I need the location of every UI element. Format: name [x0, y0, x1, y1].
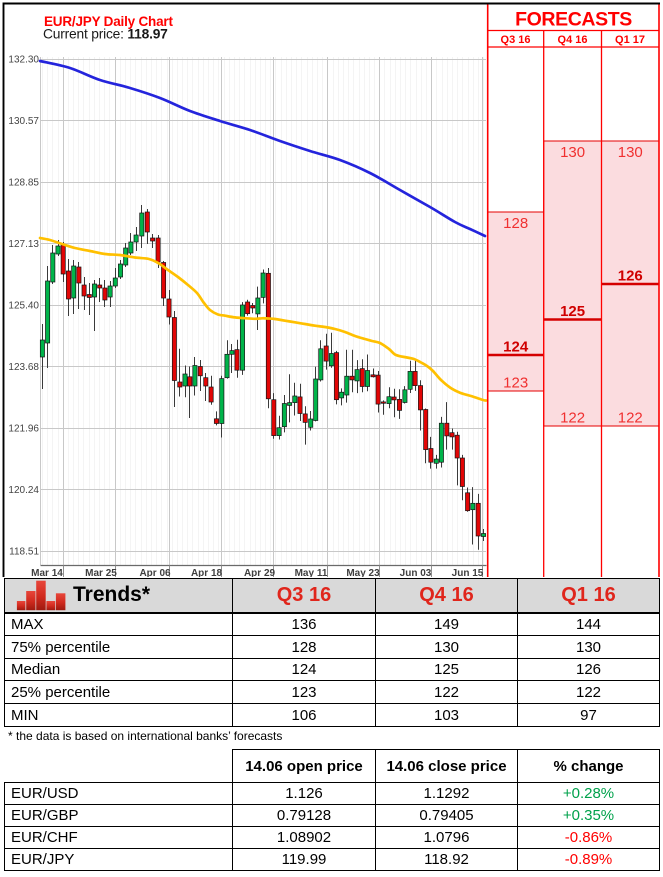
- svg-text:Jun 15: Jun 15: [452, 568, 484, 577]
- svg-text:Mar 25: Mar 25: [85, 568, 117, 577]
- svg-text:124: 124: [503, 339, 529, 356]
- svg-text:May 11: May 11: [295, 568, 328, 577]
- svg-text:132.30: 132.30: [8, 55, 39, 66]
- svg-text:125: 125: [560, 303, 585, 320]
- svg-text:123.68: 123.68: [8, 362, 39, 373]
- svg-text:FORECASTS: FORECASTS: [515, 9, 632, 31]
- svg-text:118.51: 118.51: [9, 547, 39, 558]
- svg-text:Apr 18: Apr 18: [191, 568, 223, 577]
- svg-text:123: 123: [503, 375, 528, 392]
- svg-text:Apr 29: Apr 29: [244, 568, 276, 577]
- svg-text:128: 128: [503, 215, 528, 232]
- svg-text:127.13: 127.13: [8, 239, 39, 250]
- svg-text:126: 126: [618, 268, 643, 285]
- svg-text:122: 122: [560, 410, 585, 427]
- svg-text:128.85: 128.85: [8, 178, 39, 189]
- svg-text:Q4 16: Q4 16: [558, 34, 588, 46]
- svg-text:Q1 17: Q1 17: [615, 34, 645, 46]
- svg-text:121.96: 121.96: [8, 424, 39, 435]
- svg-text:Apr 06: Apr 06: [139, 568, 171, 577]
- svg-text:Current price: 118.97: Current price: 118.97: [43, 27, 168, 42]
- svg-text:Jun 03: Jun 03: [400, 568, 432, 577]
- svg-text:130: 130: [560, 144, 585, 161]
- svg-text:Mar 14: Mar 14: [31, 568, 63, 577]
- svg-text:122: 122: [618, 410, 643, 427]
- svg-text:EUR/JPY Daily Chart: EUR/JPY Daily Chart: [44, 14, 173, 29]
- svg-text:125.40: 125.40: [8, 301, 39, 312]
- svg-text:May 23: May 23: [346, 568, 380, 577]
- svg-text:130.57: 130.57: [8, 116, 39, 127]
- svg-text:130: 130: [618, 144, 643, 161]
- svg-text:120.24: 120.24: [8, 485, 39, 496]
- svg-text:Q3 16: Q3 16: [501, 34, 531, 46]
